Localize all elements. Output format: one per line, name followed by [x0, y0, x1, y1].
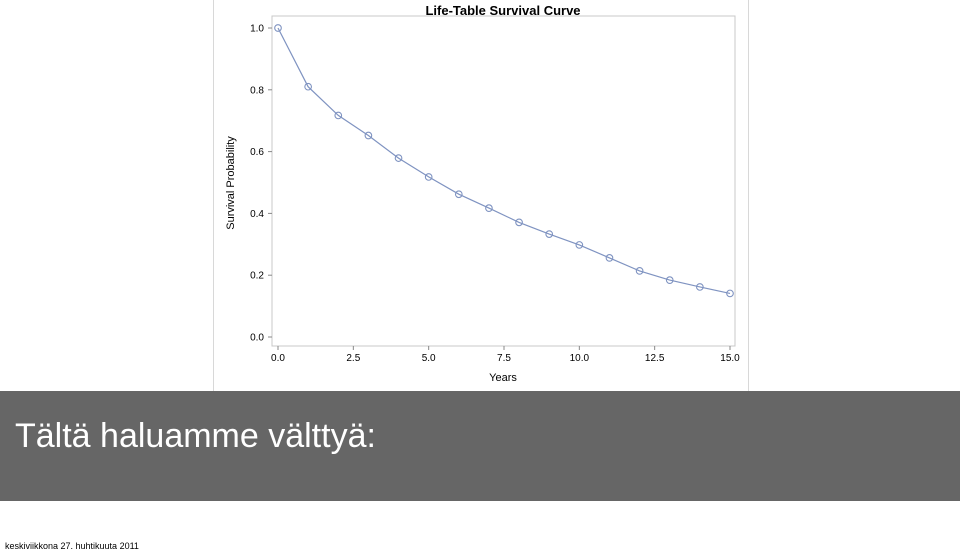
data-point	[696, 283, 704, 291]
data-point	[364, 131, 373, 140]
y-tick-label: 0.2	[250, 271, 264, 282]
data-point	[575, 241, 584, 249]
data-point	[635, 267, 644, 275]
y-tick-label: 0.0	[250, 333, 264, 344]
data-point	[454, 190, 463, 199]
x-tick-label: 2.5	[346, 353, 360, 364]
y-axis-label: Survival Probability	[225, 136, 237, 230]
x-tick-label: 10.0	[570, 353, 590, 364]
plot-frame	[271, 15, 736, 347]
slide-date: keskiviikkona 27. huhtikuuta 2011	[5, 541, 139, 551]
data-point	[274, 24, 282, 32]
data-point	[334, 111, 343, 120]
data-point	[485, 204, 493, 212]
x-axis: 0.0 2.5 5.0 7.5 10.0 12.5 15.0	[271, 346, 740, 364]
data-markers	[274, 24, 734, 298]
data-point	[394, 154, 403, 162]
data-point	[665, 276, 674, 284]
chart-title: Life-Table Survival Curve	[425, 3, 580, 18]
chart-panel: Life-Table Survival Curve 0.0 0.2 0.4 0.6 0.…	[213, 0, 749, 391]
y-tick-label: 0.6	[250, 147, 264, 158]
y-tick-label: 0.8	[250, 85, 264, 96]
x-tick-label: 15.0	[720, 353, 740, 364]
data-point	[726, 289, 734, 298]
x-tick-label: 7.5	[497, 353, 511, 364]
series-line	[277, 27, 731, 294]
data-point	[424, 173, 433, 181]
data-point	[545, 230, 554, 238]
y-tick-label: 0.4	[250, 209, 264, 220]
slide-heading: Tältä haluamme välttyä:	[15, 417, 376, 455]
x-tick-label: 5.0	[422, 353, 436, 364]
x-tick-label: 12.5	[645, 353, 665, 364]
slide-banner: Tältä haluamme välttyä:	[0, 391, 960, 501]
data-point	[304, 82, 312, 91]
data-point	[515, 218, 523, 227]
x-tick-label: 0.0	[271, 353, 285, 364]
y-tick-label: 1.0	[250, 24, 264, 35]
data-point	[605, 254, 614, 262]
x-axis-label: Years	[489, 372, 517, 384]
y-axis: 0.0 0.2 0.4 0.6 0.8 1.0	[250, 24, 272, 344]
survival-chart: Life-Table Survival Curve 0.00.20.40.60.…	[225, 3, 740, 384]
